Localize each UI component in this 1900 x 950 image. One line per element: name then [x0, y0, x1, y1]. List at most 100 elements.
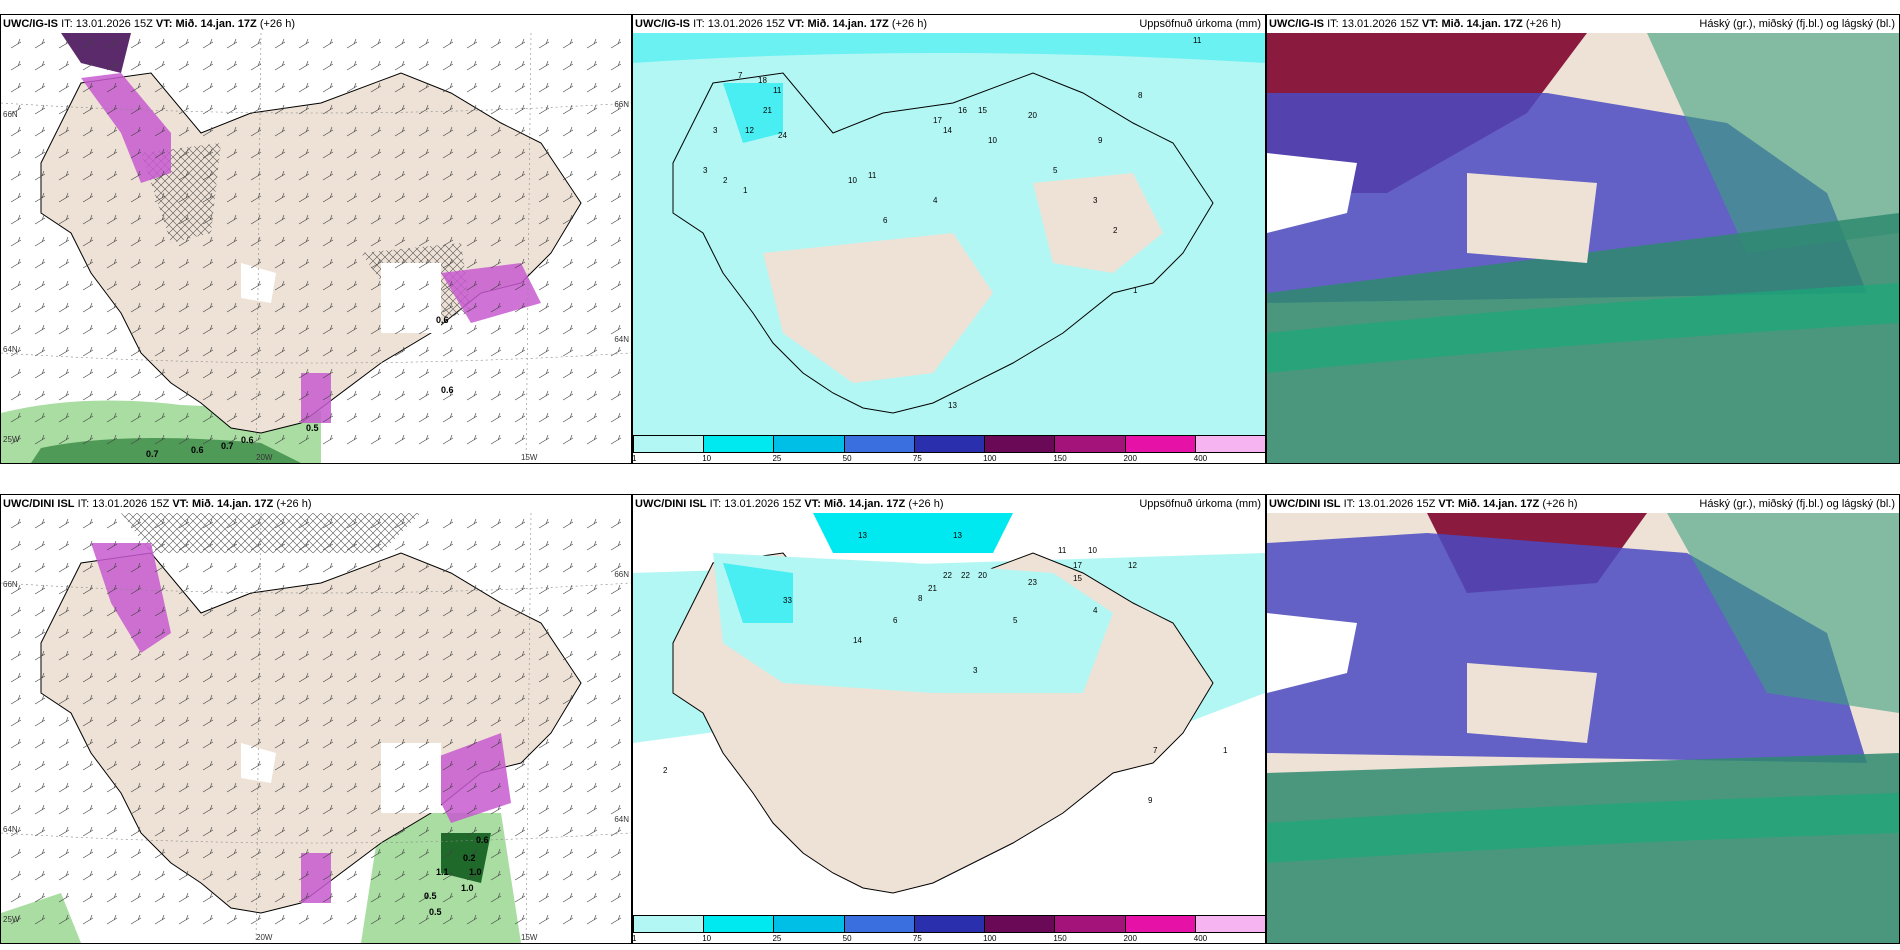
wind-barb: [10, 584, 22, 595]
wind-barb: [514, 672, 526, 683]
wind-barb: [586, 606, 598, 617]
wind-barb: [394, 804, 406, 815]
wind-barb: [610, 760, 622, 771]
wind-barb: [130, 170, 142, 181]
wind-barb: [514, 540, 526, 551]
wind-barb: [610, 914, 622, 925]
wind-barb: [442, 694, 454, 705]
wind-barb: [82, 650, 94, 661]
wind-barb: [58, 192, 70, 203]
precip-value: 22: [961, 571, 970, 580]
precip-value: 9: [1098, 136, 1103, 145]
wind-barb: [394, 826, 406, 837]
wind-barb: [178, 302, 190, 313]
wind-barb: [298, 280, 310, 291]
wind-barb: [82, 104, 94, 115]
lat-label: 66N: [3, 110, 18, 119]
wind-barb: [490, 390, 502, 401]
wind-barb: [34, 606, 46, 617]
colorbar-swatch: [703, 915, 775, 933]
wind-barb: [58, 38, 70, 49]
precip-value: 14: [853, 636, 862, 645]
wind-barb: [562, 126, 574, 137]
wind-barb: [418, 694, 430, 705]
colorbar-swatch: [984, 435, 1056, 453]
wind-barb: [34, 346, 46, 357]
wind-barb: [202, 870, 214, 881]
wind-barb: [346, 782, 358, 793]
wind-barb: [610, 280, 622, 291]
wind-barb: [466, 562, 478, 573]
precip-value: 3: [973, 666, 978, 675]
wind-barb: [370, 738, 382, 749]
precip-value: 13: [948, 401, 957, 410]
wind-barb: [514, 892, 526, 903]
wind-barb: [202, 412, 214, 423]
wind-barb: [274, 892, 286, 903]
wind-barb: [82, 848, 94, 859]
wind-barb: [610, 672, 622, 683]
precip-value: 22: [943, 571, 952, 580]
precip-value: 17: [1073, 561, 1082, 570]
wind-barb: [418, 126, 430, 137]
wind-barb: [418, 826, 430, 837]
wind-barb: [58, 760, 70, 771]
wind-barb: [274, 694, 286, 705]
wind-barb: [274, 236, 286, 247]
wind-map: 0.6 0.2 1.1 1.0 1.0 0.5 0.5: [1, 513, 631, 943]
wind-barb: [226, 584, 238, 595]
wind-barb: [250, 518, 262, 529]
wind-barb: [226, 280, 238, 291]
colorbar-swatch: [984, 915, 1056, 933]
wind-barb: [394, 606, 406, 617]
wind-barb: [58, 804, 70, 815]
precip-value: 2: [723, 176, 728, 185]
wind-barb: [322, 324, 334, 335]
wind-barb: [586, 694, 598, 705]
wind-barb: [394, 126, 406, 137]
wind-barb: [130, 518, 142, 529]
wind-barb: [562, 390, 574, 401]
precip-title: Uppsöfnuð úrkoma (mm): [1139, 18, 1261, 30]
wind-barb: [154, 412, 166, 423]
wind-barb: [586, 60, 598, 71]
wind-barb: [538, 892, 550, 903]
wind-barb: [178, 804, 190, 815]
wind-barb: [202, 126, 214, 137]
colorbar-tick: 10: [702, 934, 712, 943]
wind-barb: [178, 368, 190, 379]
wind-barb: [130, 540, 142, 551]
wind-barb: [82, 60, 94, 71]
wind-barb: [250, 412, 262, 423]
wind-barb: [490, 870, 502, 881]
wind-barb: [10, 650, 22, 661]
wind-barb: [370, 650, 382, 661]
wind-barb: [10, 82, 22, 93]
wind-barb: [466, 148, 478, 159]
lat-label: 64N: [614, 815, 629, 824]
wind-barb: [562, 280, 574, 291]
wind-barb: [34, 148, 46, 159]
wind-barb: [466, 804, 478, 815]
wind-barb: [274, 782, 286, 793]
wind-barb: [370, 434, 382, 445]
wind-barb: [394, 848, 406, 859]
wind-barb: [562, 82, 574, 93]
wind-barb: [154, 870, 166, 881]
wind-barb: [538, 214, 550, 225]
colorbar-swatch: [913, 435, 986, 453]
wind-barb: [202, 672, 214, 683]
wind-barb: [442, 518, 454, 529]
wind-barb: [202, 760, 214, 771]
wind-barb: [58, 390, 70, 401]
wind-barb: [490, 892, 502, 903]
wind-label: 0.6: [241, 435, 254, 445]
wind-barb: [490, 716, 502, 727]
colorbar: 1 10 25 50 75 100 150 200 400: [633, 435, 1265, 463]
wind-barb: [466, 258, 478, 269]
wind-barb: [154, 170, 166, 181]
wind-barb: [10, 760, 22, 771]
wind-barb: [322, 60, 334, 71]
wind-barb: [586, 82, 598, 93]
wind-barb: [418, 584, 430, 595]
